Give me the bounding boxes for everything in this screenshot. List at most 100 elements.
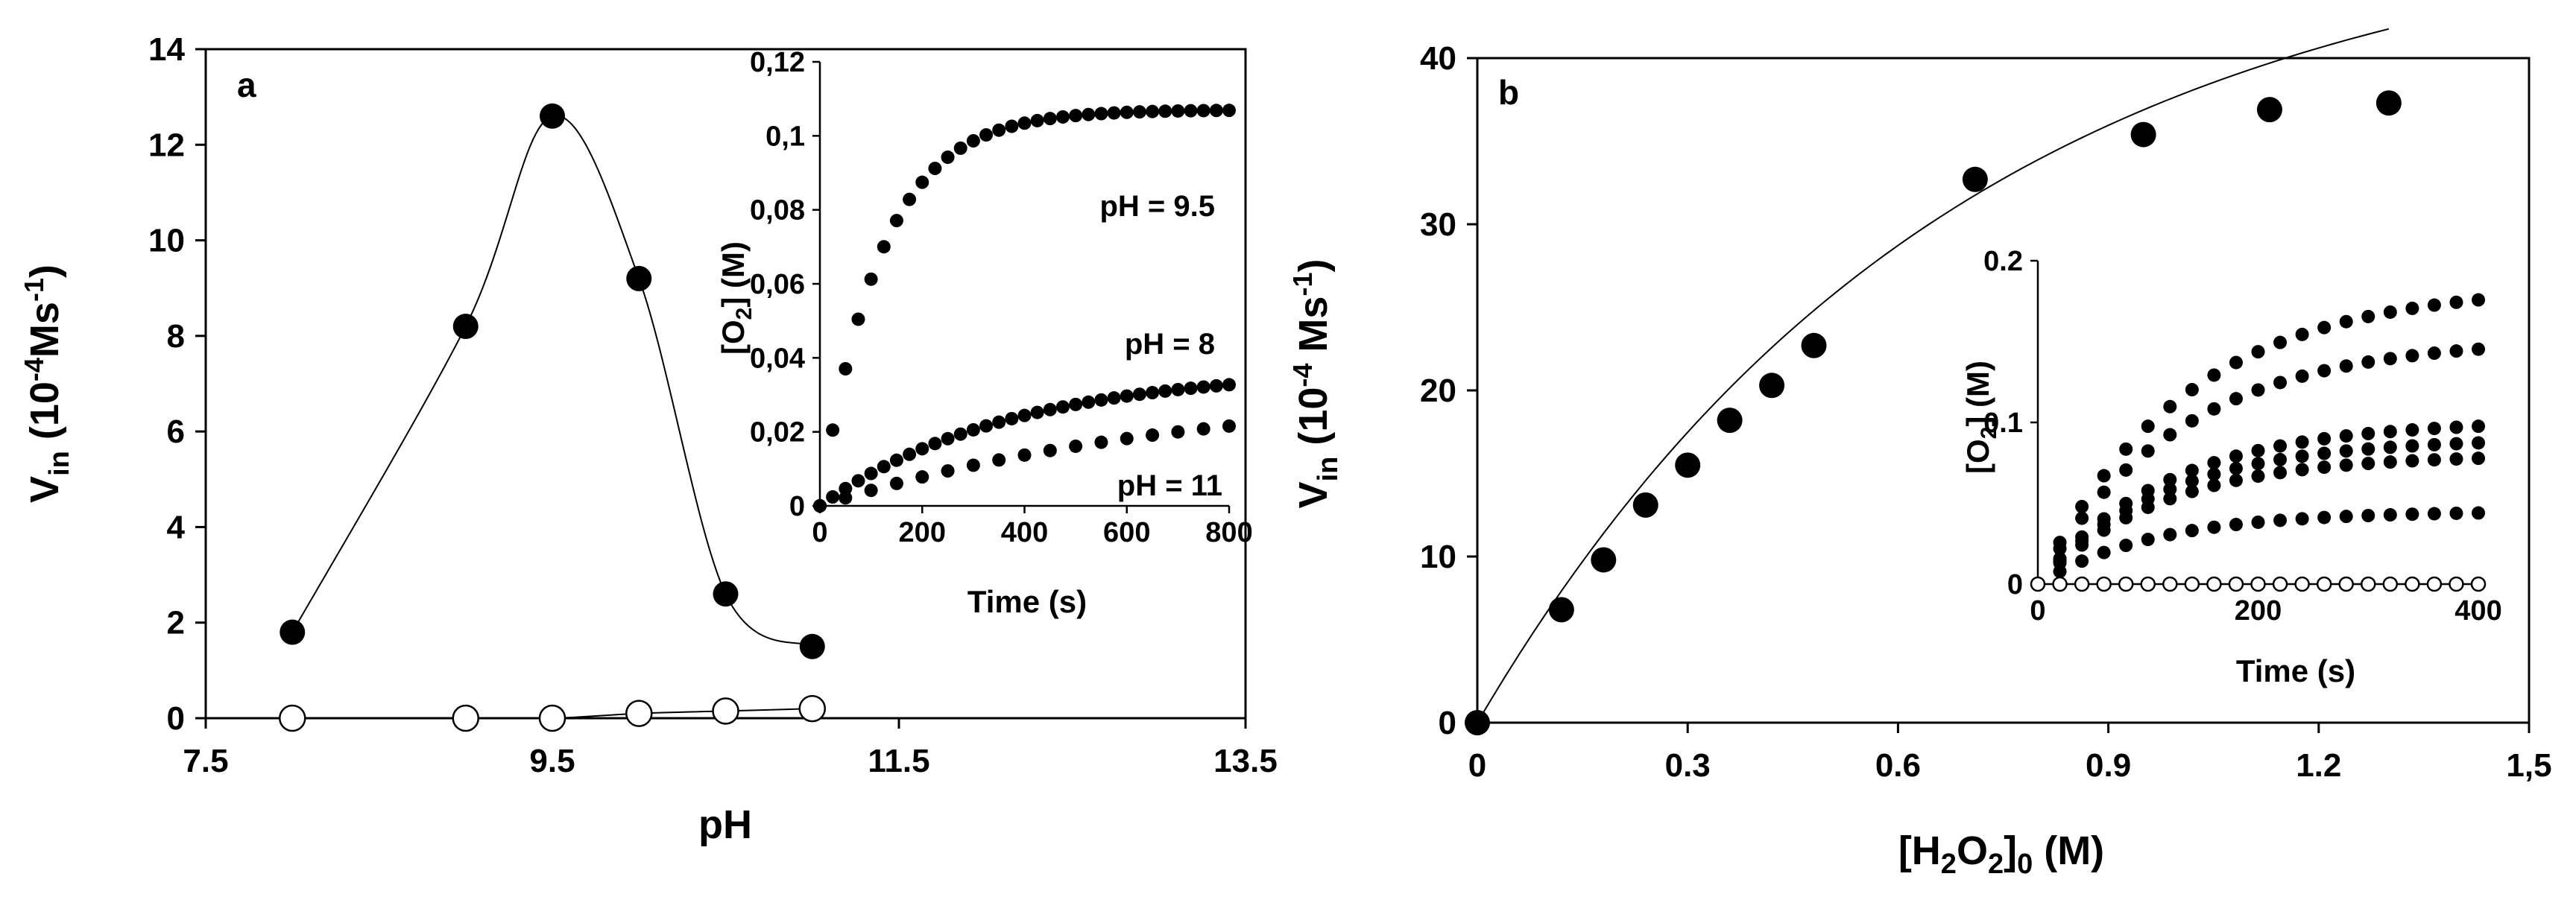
panel-b-data-point [1675, 452, 1701, 478]
panel-a-inset-point [1209, 104, 1223, 118]
panel-a-inset-point [941, 150, 955, 165]
panel-b-inset-point [2053, 565, 2067, 579]
panel-b-inset-point [2449, 452, 2463, 466]
panel-b-inset-point [2472, 419, 2485, 434]
panel-b-inset-point [2251, 345, 2265, 359]
panel-a-x-tick-label: 9.5 [529, 743, 575, 779]
panel-b-inset-y-tick-label: 0.2 [1983, 246, 2023, 277]
panel-b-inset-point [2449, 576, 2464, 592]
panel-a-inset-point [1005, 119, 1019, 133]
panel-b-inset-point [2383, 305, 2397, 319]
panel-b-inset-point [2273, 513, 2288, 527]
panel-a-inset-point [1120, 105, 1134, 119]
panel-b-inset-point [2449, 295, 2463, 309]
panel-a-inset-point [941, 464, 955, 478]
panel-b-inset-point [2427, 346, 2441, 361]
panel-a-inset-point [1120, 389, 1134, 403]
panel-a-inset-point [1030, 405, 1044, 419]
panel-b-inset-point [2141, 500, 2155, 514]
panel-b-inset-point [2339, 510, 2353, 524]
panel-b-inset-point [2075, 538, 2089, 552]
panel-a-x-tick-label: 11.5 [868, 743, 929, 779]
panel-a-inset-y-tick-label: 0,04 [750, 343, 805, 374]
panel-a-inset-point [915, 175, 929, 189]
panel-b-y-tick-label: 20 [1420, 373, 1456, 409]
panel-b-data-point [2130, 121, 2156, 148]
panel-a-inset-point [1094, 107, 1108, 121]
panel-b-inset-point [2163, 428, 2177, 442]
panel-b-inset-point [2207, 478, 2221, 492]
panel-b-inset-point [2207, 402, 2221, 416]
panel-b-inset-point [2163, 482, 2177, 496]
panel-b-inset-point [2185, 463, 2199, 478]
panel-b-inset-point [2295, 435, 2309, 449]
panel-b-inset-point [2207, 456, 2221, 470]
panel-a-inset-point [826, 423, 840, 437]
panel-a-inset-point [864, 272, 878, 286]
panel-b-data-point [1465, 710, 1490, 735]
panel-a-inset-point [1120, 431, 1134, 446]
panel-a-inset-y-tick-label: 0,08 [750, 195, 805, 226]
panel-a-inset-point [1146, 428, 1160, 443]
panel-a-inset-point [1094, 435, 1108, 449]
panel-b-inset-point [2140, 576, 2156, 592]
panel-a-inset-point [839, 481, 853, 495]
panel-b-inset-point [2295, 512, 2309, 526]
panel-b-inset-point [2229, 518, 2243, 532]
panel-a-y-tick-label: 6 [167, 413, 185, 450]
panel-b-inset-point [2207, 520, 2221, 534]
panel-b-inset-point [2383, 455, 2397, 469]
panel-b-inset-point [2097, 469, 2111, 483]
panel-a-inset-point [889, 453, 903, 467]
panel-a-inset-axes: 0 200 400 600 800 0 0,02 0,04 0,06 0,08 0,1 0,12 [750, 47, 1253, 548]
panel-b-inset-point [2273, 439, 2288, 453]
panel-b-y-tick-label: 0 [1439, 705, 1456, 741]
panel-b-inset-point [2295, 369, 2309, 383]
panel-b-data-point [1801, 332, 1827, 358]
panel-b-inset-point [2273, 375, 2288, 390]
panel-a-inset-point [1158, 104, 1172, 118]
panel-b-data-point [1548, 597, 1574, 623]
panel-a-inset-label-ph11: pH = 11 [1117, 469, 1222, 502]
panel-a-inset-point [1069, 109, 1083, 123]
panel-b-inset-point [2405, 576, 2420, 592]
panel-b-inset-point [2449, 344, 2463, 358]
panel-b-inset-point [2361, 457, 2375, 471]
panel-a: a 7.5 9.5 11.5 13.5 0 2 4 6 8 10 12 14 pH Vin (10-4… [19, 31, 1278, 847]
panel-a-inset-point [1222, 104, 1236, 118]
panel-b-inset-point [2472, 342, 2485, 356]
panel-b-inset-point [2470, 576, 2487, 592]
panel-b-inset-point [2272, 576, 2288, 592]
panel-a-inset-point [1043, 112, 1057, 126]
panel-b-inset-point [2317, 320, 2332, 335]
panel-b-data-point [2256, 97, 2282, 123]
panel-b-inset-point [2163, 399, 2177, 413]
panel-a-x-tick-label: 7.5 [183, 743, 228, 779]
panel-b-inset-point [2405, 507, 2419, 522]
panel-b-fit-curve [1477, 28, 2390, 723]
panel-a-inset-point [1030, 113, 1044, 127]
panel-b-inset-point [2383, 352, 2397, 366]
panel-a-inset-point [1082, 395, 1096, 409]
panel-a-inset-point [1107, 391, 1121, 405]
panel-a-inset: 0 200 400 600 800 0 0,02 0,04 0,06 0,08 0,1 0,12 Ti… [716, 47, 1253, 619]
panel-b-inset-point [2472, 506, 2485, 520]
panel-b-inset-point [2427, 453, 2441, 467]
panel-b-inset-point [2405, 439, 2419, 453]
panel-b-inset-point [2339, 359, 2353, 373]
panel-a-inset-y-tick-label: 0 [789, 491, 805, 522]
panel-b-inset-point [2185, 474, 2199, 488]
panel-b-inset-point [2163, 492, 2177, 506]
panel-b-inset-point [2426, 576, 2443, 592]
panel-b-y-label: Vin (10-4 Ms-1) [1287, 259, 1344, 509]
panel-b-y-tick-label: 30 [1420, 206, 1456, 243]
panel-b-y-tick-label: 10 [1420, 539, 1456, 575]
panel-b-inset-point [2184, 576, 2200, 592]
panel-b-inset-point [2229, 392, 2243, 406]
panel-a-y-label: Vin (10-4Ms-1) [19, 264, 75, 503]
panel-b-inset-point [2163, 472, 2177, 486]
panel-b-data-point [1759, 373, 1785, 399]
panel-b-inset-point [2361, 576, 2376, 592]
panel-a-filled-point [280, 619, 306, 645]
